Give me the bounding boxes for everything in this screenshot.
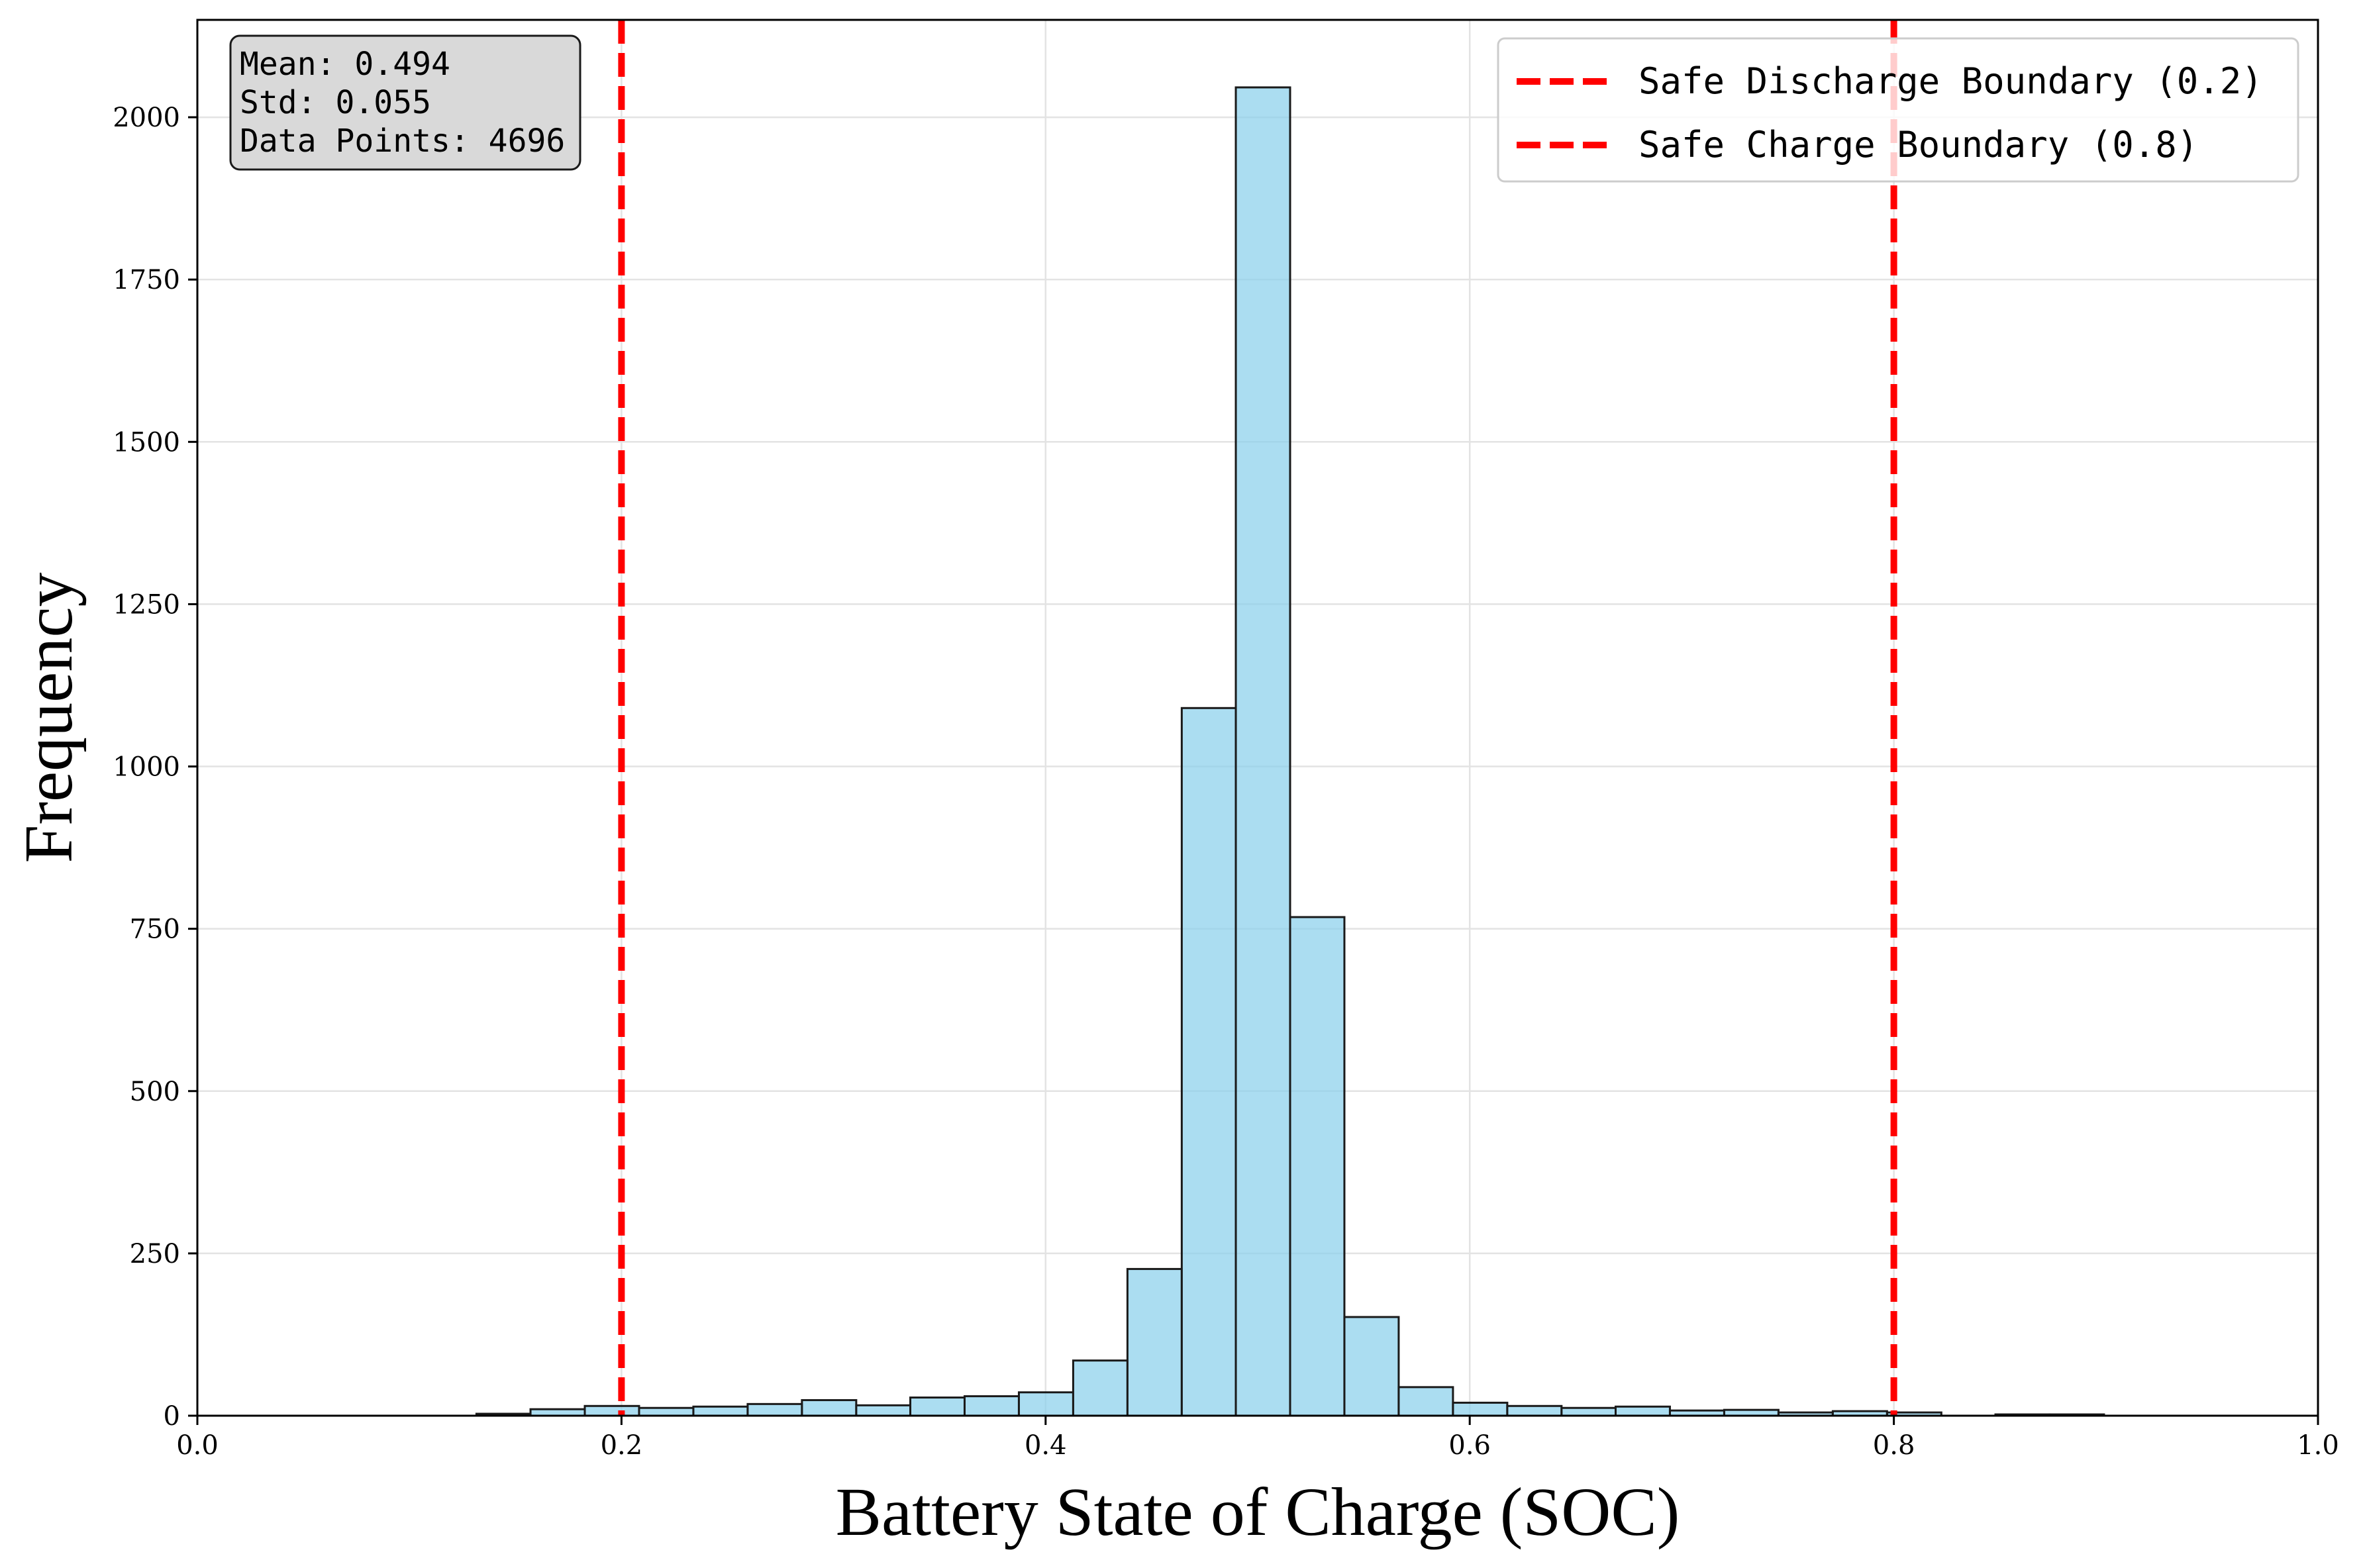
histogram-bar	[1234, 86, 1291, 1417]
histogram-bar	[1614, 1405, 1671, 1417]
y-tick-label: 1250	[113, 589, 180, 620]
stats-box-background	[229, 34, 581, 171]
histogram-bar	[801, 1398, 858, 1417]
stats-std: Std: 0.055	[240, 84, 431, 121]
y-tick-label: 1500	[113, 427, 180, 458]
histogram-bar	[1506, 1404, 1563, 1417]
histogram-bar	[692, 1405, 749, 1417]
histogram-bars	[475, 86, 2105, 1417]
histogram-bar	[963, 1395, 1020, 1417]
histogram-bar	[1289, 916, 1346, 1417]
x-tick-label: 0.0	[176, 1430, 219, 1461]
histogram-bar	[1017, 1391, 1074, 1417]
x-axis-title: Battery State of Charge (SOC)	[836, 1474, 1680, 1550]
x-tick-label: 0.2	[601, 1430, 643, 1461]
histogram-bar	[638, 1406, 695, 1417]
histogram-bar	[1343, 1316, 1400, 1417]
histogram-bar	[855, 1404, 912, 1417]
histogram-bar	[909, 1396, 966, 1417]
y-tick-label: 750	[130, 914, 180, 945]
y-tick-label: 1750	[113, 265, 180, 295]
histogram-bar	[583, 1404, 640, 1417]
y-tick-label: 1000	[113, 752, 180, 783]
x-tick-label: 0.6	[1448, 1430, 1491, 1461]
plot-frame	[196, 19, 2319, 1417]
x-tick-label: 1.0	[2297, 1430, 2339, 1461]
histogram-bar	[1126, 1267, 1183, 1417]
legend-background	[1497, 37, 2299, 183]
y-tick-label: 500	[130, 1077, 180, 1107]
y-tick-label: 2000	[113, 103, 180, 133]
legend: Safe Discharge Boundary (0.2) Safe Charg…	[1497, 37, 2299, 183]
histogram-bar	[1180, 707, 1237, 1417]
y-axis-title: Frequency	[11, 573, 87, 863]
y-tick-label: 0	[164, 1401, 180, 1432]
stats-box: Mean: 0.494 Std: 0.055 Data Points: 4696	[229, 34, 581, 171]
histogram-bar	[1397, 1386, 1454, 1417]
boundary-lines	[618, 20, 1897, 1416]
histogram-bar	[1560, 1406, 1617, 1417]
x-tick-label: 0.4	[1025, 1430, 1067, 1461]
legend-label-charge: Safe Charge Boundary (0.8)	[1638, 124, 2198, 166]
stats-data-points: Data Points: 4696	[240, 122, 565, 160]
y-tick-label: 250	[130, 1239, 180, 1269]
histogram-bar	[1072, 1359, 1129, 1417]
histogram-bar	[1452, 1401, 1509, 1417]
histogram-bar	[746, 1402, 803, 1417]
x-tick-label: 0.8	[1873, 1430, 1915, 1461]
legend-label-discharge: Safe Discharge Boundary (0.2)	[1638, 60, 2263, 102]
axis-ticks: 0.0 0.2 0.4 0.6 0.8 1.0 0 250 500 750 1000 1250 1500…	[113, 103, 2339, 1461]
stats-mean: Mean: 0.494	[240, 46, 450, 83]
